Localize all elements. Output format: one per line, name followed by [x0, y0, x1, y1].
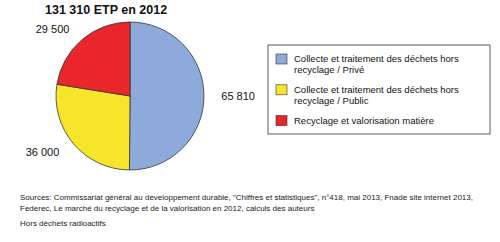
- data-label: 29 500: [36, 23, 70, 35]
- legend-swatch: [276, 54, 287, 64]
- pie: 65 810 36 000 29 500: [26, 22, 255, 170]
- title: 131 310 ETP en 2012: [45, 3, 167, 17]
- legend-label: Collecte et traitement des déchets horsr…: [294, 84, 459, 106]
- source-text: Federec, Le marché du recyclage et de la…: [20, 204, 314, 213]
- note: Hors déchets radioactifs: [20, 219, 106, 228]
- data-label: 36 000: [26, 146, 60, 158]
- slice: [56, 84, 130, 170]
- legend-box: [268, 45, 490, 134]
- legend-swatch: [276, 116, 287, 126]
- slice: [129, 22, 204, 170]
- legend-label: Recyclage et valorisation matière: [294, 115, 434, 126]
- source-text: Sources: Commissariat général au dévelop…: [20, 193, 473, 202]
- legend-label: Collecte et traitement des déchets horsr…: [294, 53, 459, 75]
- chart-root: 131 310 ETP en 2012 65 810 36 000 29 500 Col…: [0, 0, 500, 242]
- legend-swatch: [276, 85, 287, 95]
- legend: Collecte et traitement des déchets horsr…: [268, 45, 490, 134]
- data-label: 65 810: [221, 90, 255, 102]
